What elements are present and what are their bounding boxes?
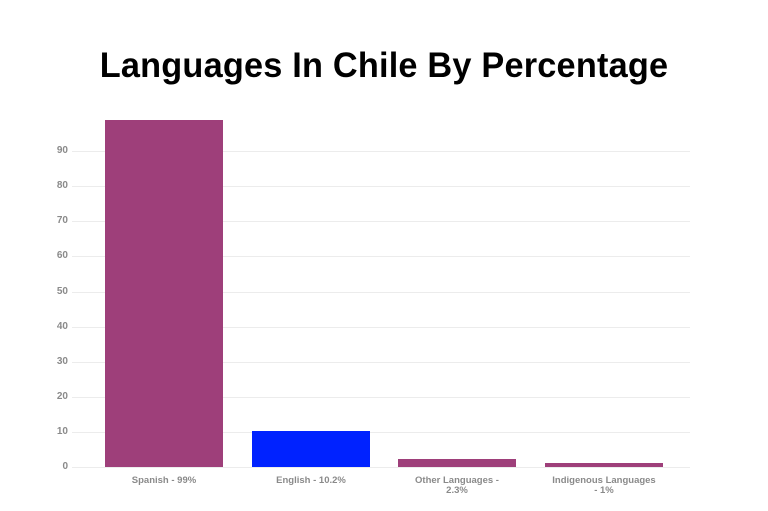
bar-3 xyxy=(545,463,663,467)
gridline xyxy=(72,326,690,328)
gridline xyxy=(72,291,690,293)
x-label-line: 2.3% xyxy=(446,485,468,496)
x-label-line: Spanish - 99% xyxy=(131,475,197,486)
x-category-label: English - 10.2% xyxy=(236,476,386,486)
gridline xyxy=(72,221,690,223)
x-label-line: - 1% xyxy=(594,485,614,496)
y-tick-label: 20 xyxy=(56,390,68,402)
y-tick-label: 30 xyxy=(56,355,68,367)
gridline xyxy=(72,396,690,398)
y-tick-label: 50 xyxy=(56,285,68,297)
bar-0 xyxy=(105,119,223,467)
y-tick-label: 0 xyxy=(62,461,68,472)
gridline xyxy=(72,256,690,258)
y-tick-label: 70 xyxy=(56,215,68,227)
y-tick-label: 90 xyxy=(56,145,68,157)
x-label-line: English - 10.2% xyxy=(276,475,346,486)
gridline xyxy=(72,431,690,433)
chart-title: Languages In Chile By Percentage xyxy=(99,46,669,85)
y-tick-label: 60 xyxy=(56,250,68,262)
y-tick-label: 10 xyxy=(56,425,68,437)
x-category-label: Spanish - 99% xyxy=(89,476,239,486)
gridline xyxy=(72,467,690,468)
gridline xyxy=(72,186,690,188)
x-category-label: Other Languages -2.3% xyxy=(382,476,532,496)
bar-1 xyxy=(252,431,370,467)
gridline xyxy=(72,151,690,153)
y-tick-label: 40 xyxy=(56,320,68,332)
gridline xyxy=(72,361,690,363)
y-tick-label: 80 xyxy=(56,180,68,192)
x-category-label: Indigenous Languages - 1% xyxy=(529,476,679,496)
x-label-line: Indigenous Languages xyxy=(552,475,656,486)
x-label-line: Other Languages - xyxy=(415,475,499,486)
bar-2 xyxy=(398,458,516,467)
